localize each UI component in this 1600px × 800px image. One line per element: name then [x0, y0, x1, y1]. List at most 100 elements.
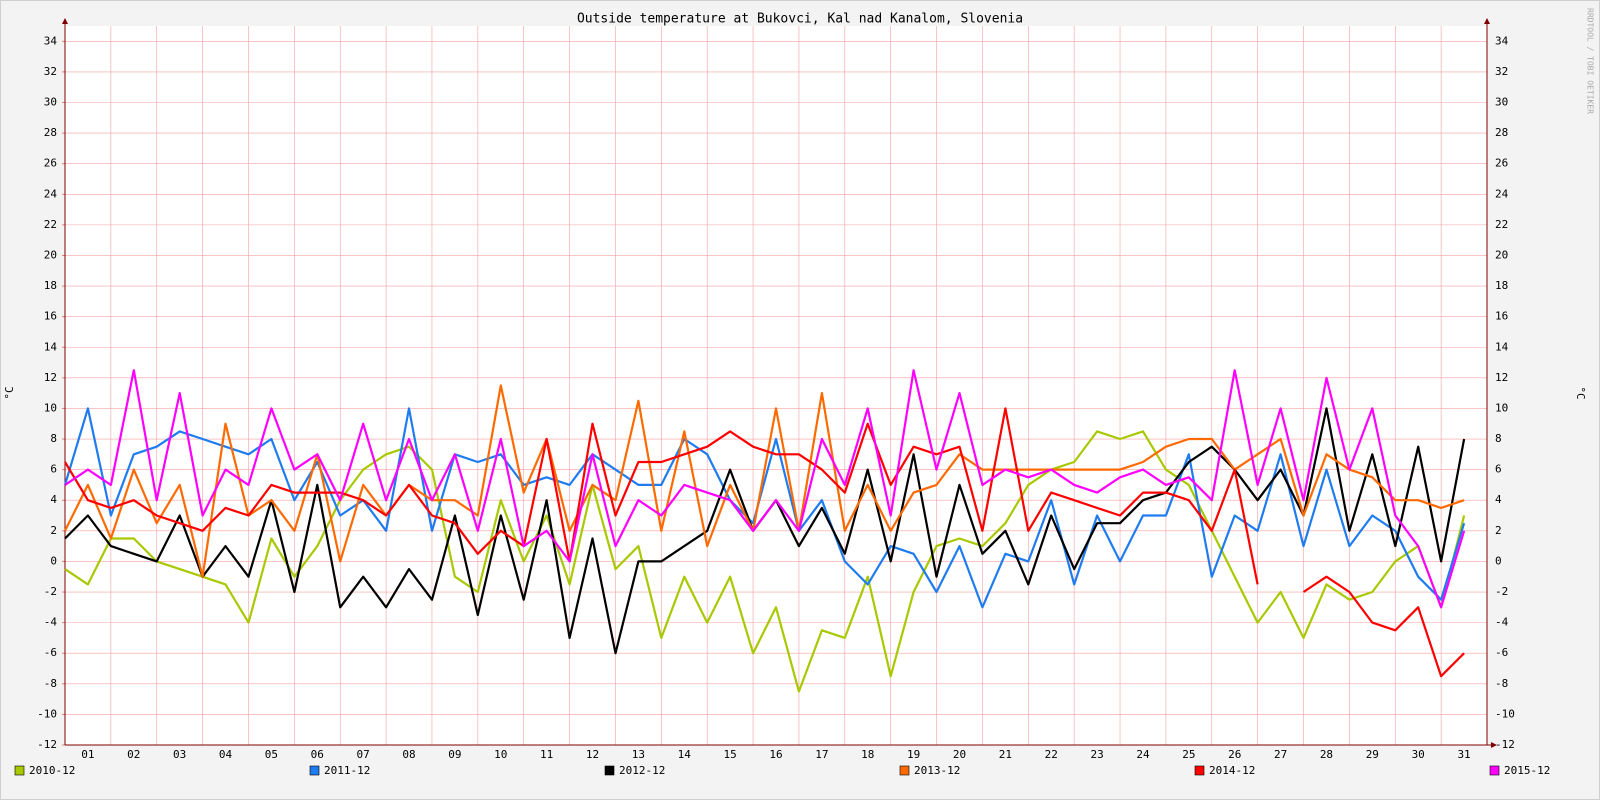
y-axis-label-right: °C	[1574, 386, 1587, 399]
legend-label: 2013-12	[914, 764, 960, 777]
x-tick-label: 09	[448, 748, 461, 761]
axis-arrow	[1491, 742, 1497, 748]
y-tick-label-right: 14	[1495, 340, 1509, 353]
x-tick-label: 05	[265, 748, 278, 761]
x-tick-label: 07	[357, 748, 370, 761]
y-tick-label-right: -8	[1495, 677, 1508, 690]
legend-swatch	[309, 765, 320, 776]
y-tick-label-right: 10	[1495, 401, 1508, 414]
y-tick-label: 14	[44, 340, 58, 353]
x-tick-label: 26	[1228, 748, 1241, 761]
y-tick-label-right: 4	[1495, 493, 1502, 506]
x-tick-label: 31	[1457, 748, 1470, 761]
legend-swatch	[1489, 765, 1500, 776]
y-tick-label: 6	[50, 463, 57, 476]
legend-swatch	[14, 765, 25, 776]
y-tick-label: 18	[44, 279, 57, 292]
y-tick-label: 34	[44, 34, 58, 47]
y-tick-label: 0	[50, 554, 57, 567]
y-tick-label: -8	[44, 677, 57, 690]
watermark: RRDTOOL / TOBI OETIKER	[1586, 8, 1595, 114]
x-tick-label: 10	[494, 748, 507, 761]
y-tick-label-right: 2	[1495, 524, 1502, 537]
series-line	[63, 407, 1466, 609]
x-tick-label: 28	[1320, 748, 1333, 761]
legend-label: 2010-12	[29, 764, 75, 777]
y-tick-label: 32	[44, 65, 57, 78]
x-tick-label: 02	[127, 748, 140, 761]
x-tick-label: 19	[907, 748, 920, 761]
y-tick-label: -4	[44, 616, 58, 629]
x-tick-label: 27	[1274, 748, 1287, 761]
x-tick-label: 08	[402, 748, 415, 761]
x-tick-label: 12	[586, 748, 599, 761]
y-tick-label-right: 32	[1495, 65, 1508, 78]
x-tick-label: 23	[1090, 748, 1103, 761]
y-tick-label: -10	[37, 707, 57, 720]
x-tick-label: 15	[724, 748, 737, 761]
y-tick-label-right: 22	[1495, 218, 1508, 231]
x-tick-label: 06	[311, 748, 324, 761]
series-line	[64, 407, 1465, 678]
x-tick-label: 25	[1182, 748, 1195, 761]
x-tick-label: 29	[1366, 748, 1379, 761]
y-tick-label: 4	[50, 493, 57, 506]
chart-title: Outside temperature at Bukovci, Kal nad …	[577, 12, 1023, 27]
x-tick-label: 01	[81, 748, 94, 761]
y-tick-label-right: -6	[1495, 646, 1508, 659]
x-tick-label: 04	[219, 748, 233, 761]
x-tick-label: 13	[632, 748, 645, 761]
legend-label: 2015-12	[1504, 764, 1550, 777]
y-tick-label: 16	[44, 310, 57, 323]
x-tick-label: 16	[769, 748, 782, 761]
legend-label: 2014-12	[1209, 764, 1255, 777]
x-tick-label: 03	[173, 748, 186, 761]
y-tick-label-right: 12	[1495, 371, 1508, 384]
legend-swatch	[604, 765, 615, 776]
y-tick-label: 20	[44, 248, 57, 261]
x-tick-label: 24	[1136, 748, 1150, 761]
x-tick-label: 21	[999, 748, 1012, 761]
y-tick-label-right: 24	[1495, 187, 1509, 200]
y-tick-label-right: 16	[1495, 310, 1508, 323]
x-tick-label: 11	[540, 748, 553, 761]
y-tick-label-right: 8	[1495, 432, 1502, 445]
legend-label: 2012-12	[619, 764, 665, 777]
x-tick-label: 14	[678, 748, 692, 761]
y-tick-label-right: -10	[1495, 707, 1515, 720]
y-tick-label-right: 26	[1495, 157, 1508, 170]
x-tick-label: 18	[861, 748, 874, 761]
y-tick-label-right: 20	[1495, 248, 1508, 261]
series-line	[64, 384, 1465, 578]
series-line	[64, 369, 1466, 609]
legend-swatch	[1194, 765, 1205, 776]
y-tick-label: -6	[44, 646, 57, 659]
y-axis-label: °C	[3, 386, 16, 399]
y-tick-label: 24	[44, 187, 58, 200]
legend-swatch	[899, 765, 910, 776]
y-tick-label-right: 28	[1495, 126, 1508, 139]
legend-label: 2011-12	[324, 764, 370, 777]
x-tick-label: 20	[953, 748, 966, 761]
y-tick-label: 10	[44, 401, 57, 414]
y-tick-label: 28	[44, 126, 57, 139]
y-tick-label: 26	[44, 157, 57, 170]
axis-arrow	[1484, 18, 1490, 24]
x-tick-label: 17	[815, 748, 828, 761]
y-tick-label: 2	[50, 524, 57, 537]
y-tick-label: -2	[44, 585, 57, 598]
y-tick-label-right: 0	[1495, 554, 1502, 567]
x-tick-label: 30	[1412, 748, 1425, 761]
x-tick-label: 22	[1045, 748, 1058, 761]
axis-arrow	[62, 18, 68, 24]
y-tick-label: 8	[50, 432, 57, 445]
y-tick-label-right: -4	[1495, 616, 1509, 629]
y-tick-label-right: -2	[1495, 585, 1508, 598]
y-tick-label-right: -12	[1495, 738, 1515, 751]
plot-area	[65, 26, 1487, 745]
y-tick-label-right: 18	[1495, 279, 1508, 292]
y-tick-label: 12	[44, 371, 57, 384]
y-tick-label-right: 30	[1495, 95, 1508, 108]
